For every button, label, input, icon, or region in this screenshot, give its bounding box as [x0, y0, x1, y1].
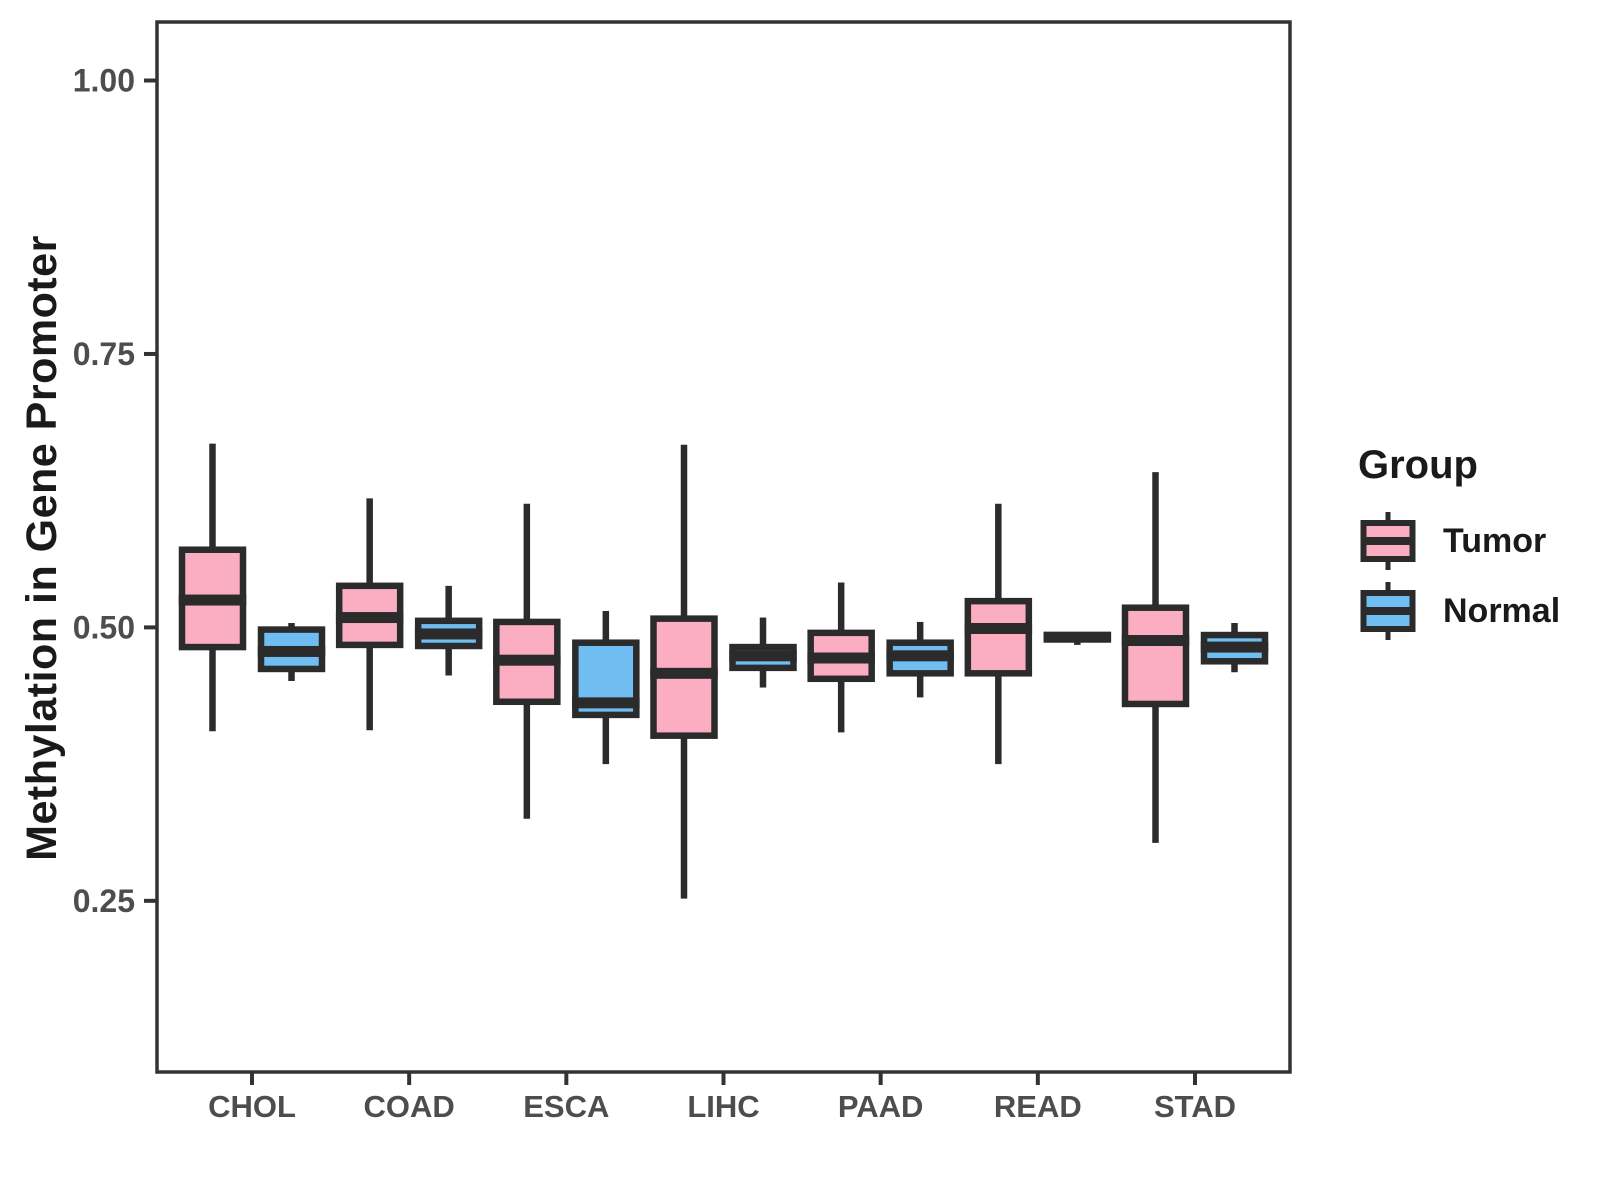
box-read-tumor — [964, 597, 1033, 677]
median-paad-normal — [886, 650, 954, 662]
normal-boxplot-key-icon — [1360, 582, 1416, 640]
y-tick-label: 1.00 — [73, 63, 135, 99]
median-coad-normal — [414, 628, 483, 640]
tumor-boxplot-key-icon — [1360, 512, 1416, 570]
x-tick-label: STAD — [1154, 1089, 1236, 1124]
legend-item-tumor: Tumor — [1352, 508, 1592, 574]
legend: Group Tumor Normal — [1352, 443, 1592, 648]
median-read-normal — [1043, 631, 1112, 643]
median-read-tumor — [964, 622, 1033, 634]
legend-key-median — [1360, 537, 1416, 545]
legend-title: Group — [1358, 443, 1478, 487]
legend-item-label: Tumor — [1443, 521, 1547, 560]
y-tick-label: 0.50 — [73, 609, 135, 645]
median-chol-normal — [257, 645, 326, 657]
x-tick-label: CHOL — [208, 1089, 296, 1124]
legend-item-normal: Normal — [1352, 578, 1592, 644]
box-stad-tumor — [1121, 604, 1190, 708]
x-tick-label: READ — [994, 1089, 1082, 1124]
median-lihc-normal — [729, 650, 797, 662]
x-tick-label: COAD — [364, 1089, 455, 1124]
median-lihc-tumor — [650, 667, 718, 679]
y-tick-label: 0.75 — [73, 336, 135, 372]
x-tick-label: LIHC — [687, 1089, 759, 1124]
median-esca-normal — [572, 697, 640, 709]
panel-border — [155, 20, 1292, 1074]
median-esca-tumor — [493, 654, 561, 666]
median-paad-tumor — [807, 652, 875, 664]
median-stad-normal — [1200, 641, 1269, 653]
median-coad-tumor — [335, 612, 404, 624]
median-stad-tumor — [1121, 635, 1190, 647]
y-tick-label: 0.25 — [73, 883, 135, 919]
x-tick-label: ESCA — [523, 1089, 609, 1124]
legend-item-label: Normal — [1443, 591, 1561, 630]
median-chol-tumor — [178, 594, 247, 606]
x-tick-label: PAAD — [838, 1089, 924, 1124]
legend-key-median — [1360, 607, 1416, 615]
